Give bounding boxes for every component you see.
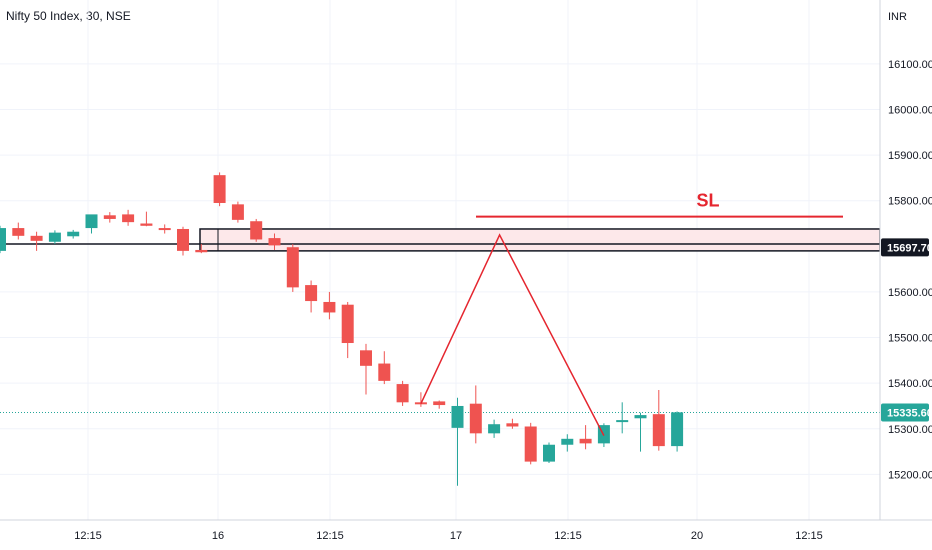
candle[interactable] xyxy=(561,438,574,445)
time-tick-label: 16 xyxy=(212,530,224,542)
candle[interactable] xyxy=(158,228,171,231)
candle[interactable] xyxy=(634,415,647,419)
candle[interactable] xyxy=(469,403,482,434)
candle[interactable] xyxy=(0,228,6,251)
candle[interactable] xyxy=(268,238,281,246)
price-tick-label: 15500.00 xyxy=(888,333,932,345)
chart-title: Nifty 50 Index, 30, NSE xyxy=(6,9,131,23)
candle[interactable] xyxy=(85,214,98,229)
price-tag-label: 15335.60 xyxy=(887,408,932,420)
candle[interactable] xyxy=(286,247,299,288)
sl-label: SL xyxy=(696,191,719,211)
candle[interactable] xyxy=(360,350,372,366)
candle[interactable] xyxy=(12,228,25,236)
price-tick-label: 15600.00 xyxy=(888,287,932,299)
time-tick-label: 12:15 xyxy=(795,530,823,542)
candle[interactable] xyxy=(213,175,226,203)
candle[interactable] xyxy=(103,215,116,219)
time-tick-label: 12:15 xyxy=(554,530,582,542)
price-tag xyxy=(881,403,929,422)
candle[interactable] xyxy=(524,426,537,462)
price-tick-label: 15300.00 xyxy=(888,424,932,436)
time-tick-label: 17 xyxy=(450,530,462,542)
candle[interactable] xyxy=(488,424,501,434)
price-tag-label: 15697.70 xyxy=(887,242,932,254)
candle[interactable] xyxy=(506,423,519,427)
price-tick-label: 16100.00 xyxy=(888,59,932,71)
candle[interactable] xyxy=(250,221,263,240)
candle[interactable] xyxy=(305,285,318,302)
candle[interactable] xyxy=(323,301,336,313)
candle[interactable] xyxy=(616,420,629,423)
supply-zone[interactable] xyxy=(199,228,881,252)
candle[interactable] xyxy=(396,384,409,403)
candle[interactable] xyxy=(579,438,592,444)
time-axis-bg xyxy=(0,520,932,550)
price-tag xyxy=(881,238,929,257)
candle[interactable] xyxy=(48,232,61,242)
candle[interactable] xyxy=(140,223,153,226)
projection-path[interactable] xyxy=(420,233,605,436)
candle[interactable] xyxy=(451,405,464,428)
price-tick-label: 15400.00 xyxy=(888,378,932,390)
candle[interactable] xyxy=(341,304,354,344)
candle[interactable] xyxy=(231,204,244,220)
time-tick-label: 20 xyxy=(691,530,703,542)
price-tick-label: 15200.00 xyxy=(888,469,932,481)
price-tick-label: 16000.00 xyxy=(888,104,932,116)
currency-label: INR xyxy=(888,11,907,23)
price-axis-bg xyxy=(880,0,932,550)
candle[interactable] xyxy=(177,228,189,251)
time-tick-label: 12:15 xyxy=(74,530,102,542)
candle[interactable] xyxy=(67,231,80,237)
candle[interactable] xyxy=(652,414,665,447)
candle[interactable] xyxy=(122,214,135,223)
candle[interactable] xyxy=(433,401,446,406)
price-tick-label: 15900.00 xyxy=(888,150,932,162)
candle[interactable] xyxy=(671,412,684,447)
price-tick-label: 15800.00 xyxy=(888,196,932,208)
candle[interactable] xyxy=(543,444,555,462)
time-tick-label: 12:15 xyxy=(316,530,344,542)
candle[interactable] xyxy=(195,249,208,253)
candle[interactable] xyxy=(378,363,391,381)
candle[interactable] xyxy=(30,235,43,241)
